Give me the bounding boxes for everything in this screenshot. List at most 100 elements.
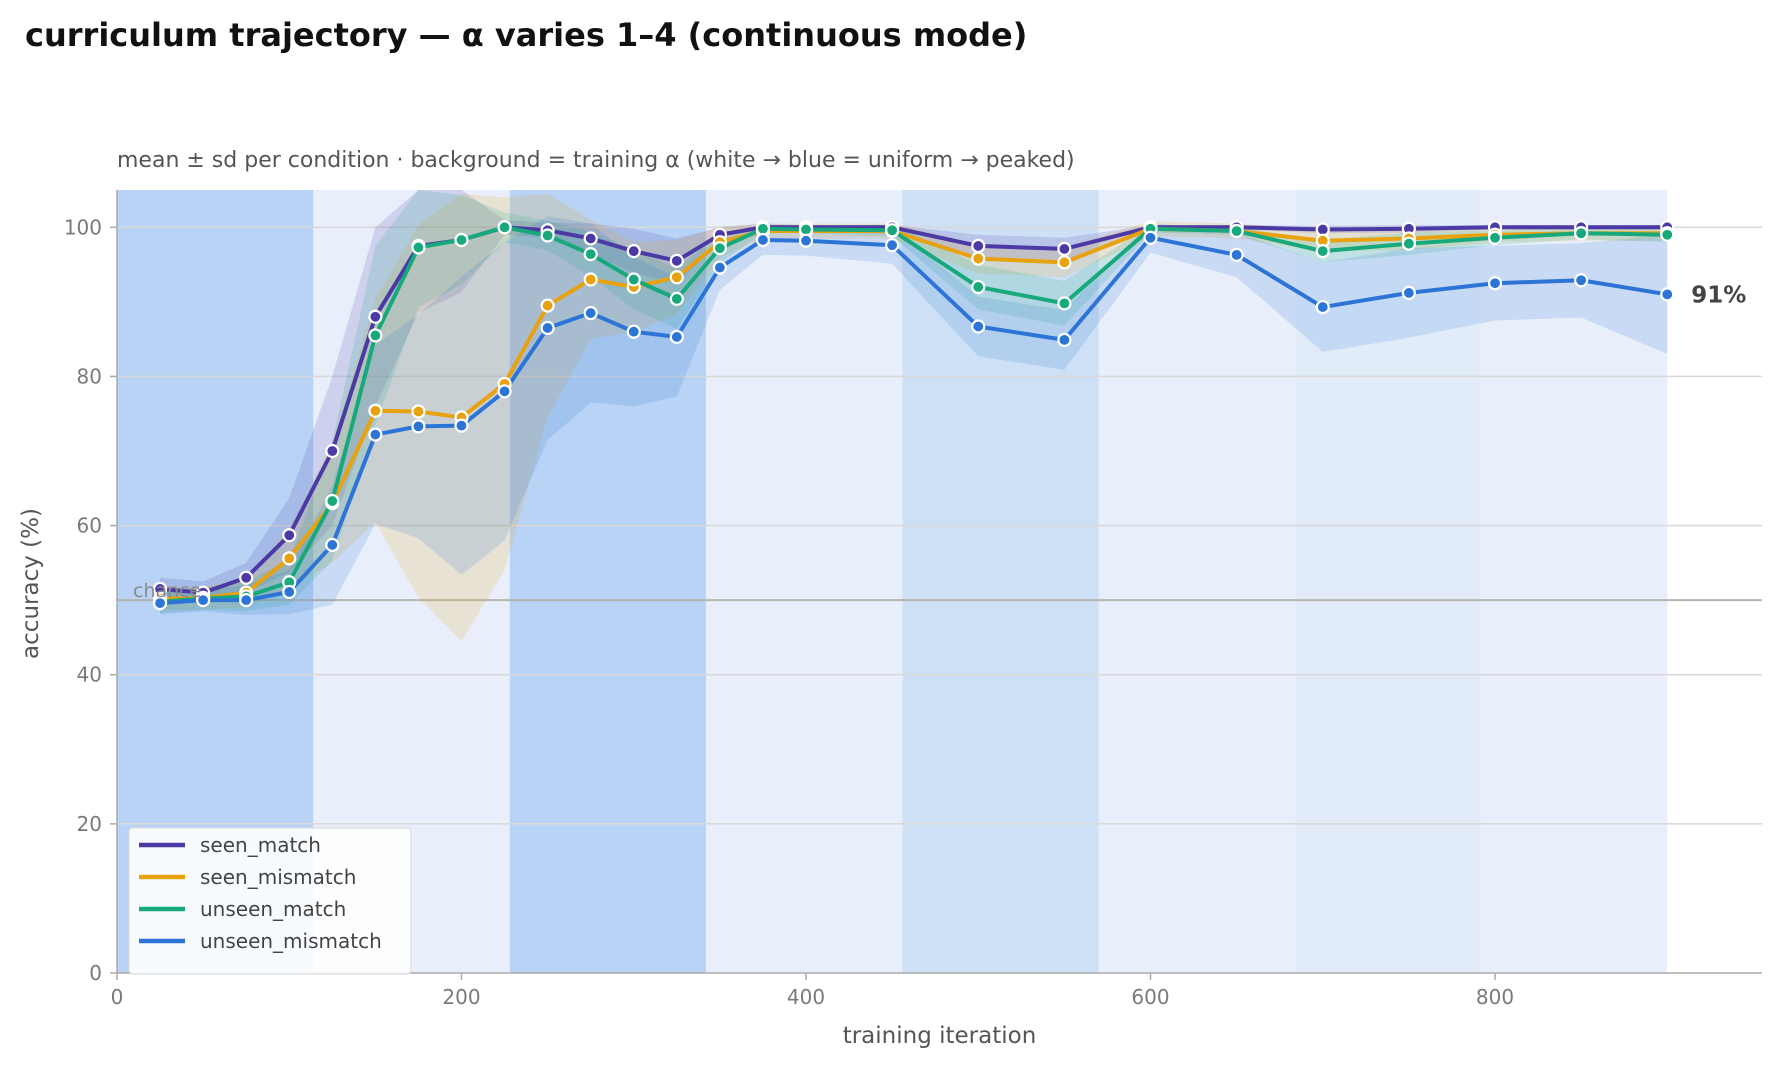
point-unseen-mismatch-500 <box>971 319 986 334</box>
point-unseen-mismatch-550 <box>1057 332 1072 347</box>
point-unseen-match-850 <box>1574 226 1589 241</box>
x-tick-label-800: 800 <box>1476 985 1514 1009</box>
x-tick-label-0: 0 <box>111 985 124 1009</box>
x-axis-label: training iteration <box>843 1023 1037 1049</box>
sd-band-unseen-mismatch <box>160 216 1668 616</box>
y-ticks: 0 20 40 60 80 100 <box>64 215 117 985</box>
series-lines <box>159 225 1668 606</box>
point-unseen-mismatch-800 <box>1487 276 1503 291</box>
point-unseen-match-550 <box>1057 296 1072 311</box>
chart-subtitle: mean ± sd per condition · background = t… <box>117 148 1075 173</box>
point-seen-mismatch-150 <box>368 403 383 418</box>
point-unseen-mismatch-325 <box>669 329 684 345</box>
point-unseen-mismatch-400 <box>798 233 814 248</box>
point-unseen-mismatch-900 <box>1660 287 1675 302</box>
series-line-unseen-mismatch <box>159 235 1668 606</box>
legend-box <box>128 827 412 975</box>
series-line-seen-match <box>159 225 1668 595</box>
legend-label-seen-mismatch: seen_mismatch <box>200 865 356 889</box>
background-band-4 <box>902 190 1099 973</box>
point-seen-mismatch-100 <box>282 551 297 566</box>
background-band-3 <box>706 190 903 973</box>
point-unseen-mismatch-375 <box>755 232 771 248</box>
point-unseen-match-750 <box>1401 236 1416 251</box>
point-seen-match-125 <box>325 443 340 459</box>
point-seen-mismatch-275 <box>583 272 598 287</box>
point-unseen-mismatch-350 <box>712 260 727 275</box>
point-unseen-mismatch-75 <box>239 593 254 608</box>
series-points <box>152 220 1675 611</box>
y-tick-label-80: 80 <box>77 364 102 388</box>
x-tick-label-200: 200 <box>442 985 480 1009</box>
point-seen-match-75 <box>239 570 254 585</box>
point-unseen-match-200 <box>454 232 469 248</box>
point-seen-match-500 <box>971 238 986 254</box>
end-value-label: 91% <box>1691 282 1746 308</box>
background-band-7 <box>1481 190 1668 973</box>
x-tick-label-600: 600 <box>1131 985 1169 1009</box>
point-unseen-mismatch-225 <box>497 384 512 399</box>
legend-label-unseen-mismatch: unseen_mismatch <box>200 929 382 953</box>
point-unseen-match-650 <box>1229 223 1244 239</box>
point-unseen-mismatch-700 <box>1315 299 1330 315</box>
background-bands <box>117 190 1668 973</box>
point-unseen-mismatch-300 <box>626 324 641 339</box>
point-unseen-match-275 <box>583 247 598 262</box>
y-axis-label: accuracy (%) <box>18 508 44 659</box>
y-tick-label-60: 60 <box>77 514 102 538</box>
point-seen-mismatch-550 <box>1057 255 1072 270</box>
point-unseen-mismatch-250 <box>540 320 555 336</box>
point-seen-mismatch-250 <box>540 298 555 313</box>
point-unseen-match-350 <box>712 241 727 256</box>
series-line-seen-mismatch <box>160 226 1668 601</box>
point-unseen-match-900 <box>1660 227 1675 242</box>
point-unseen-mismatch-450 <box>885 238 900 253</box>
point-unseen-mismatch-125 <box>325 537 340 553</box>
point-seen-match-300 <box>626 244 641 259</box>
point-seen-mismatch-500 <box>971 251 986 266</box>
y-tick-label-100: 100 <box>64 215 102 239</box>
point-unseen-mismatch-600 <box>1143 230 1158 245</box>
point-seen-mismatch-175 <box>411 404 426 419</box>
point-seen-mismatch-325 <box>669 270 684 285</box>
point-unseen-match-450 <box>885 223 900 238</box>
point-unseen-mismatch-650 <box>1229 247 1244 262</box>
y-tick-label-20: 20 <box>77 812 102 836</box>
point-unseen-mismatch-200 <box>454 418 469 433</box>
point-unseen-match-325 <box>669 291 684 306</box>
point-unseen-mismatch-100 <box>282 584 297 600</box>
chance-label: chance <box>133 580 201 602</box>
point-unseen-match-800 <box>1487 230 1503 245</box>
y-tick-label-40: 40 <box>77 663 102 687</box>
point-unseen-match-175 <box>411 240 426 255</box>
point-unseen-match-300 <box>626 272 641 287</box>
x-tick-label-400: 400 <box>787 985 825 1009</box>
point-seen-match-100 <box>282 528 297 543</box>
background-band-5 <box>1098 190 1296 973</box>
point-unseen-mismatch-175 <box>411 419 426 434</box>
sd-band-seen-mismatch <box>160 193 1668 642</box>
x-ticks: 0 200 400 600 800 <box>111 973 1514 1009</box>
legend: seen_match seen_mismatch unseen_matchunsee… <box>128 827 412 975</box>
point-unseen-mismatch-25 <box>152 596 168 611</box>
background-band-6 <box>1295 190 1482 973</box>
legend-label-seen-match: seen_match <box>200 833 321 857</box>
point-unseen-mismatch-850 <box>1574 273 1589 288</box>
point-seen-match-550 <box>1057 241 1072 257</box>
point-unseen-mismatch-750 <box>1401 285 1416 301</box>
point-seen-match-325 <box>669 253 684 268</box>
point-seen-match-150 <box>368 309 383 324</box>
point-unseen-mismatch-275 <box>583 305 598 321</box>
series-line-unseen-match <box>159 225 1668 604</box>
point-seen-match-275 <box>583 231 598 246</box>
point-unseen-mismatch-50 <box>196 593 211 608</box>
point-unseen-match-250 <box>540 228 555 243</box>
point-unseen-match-225 <box>497 220 512 235</box>
point-unseen-match-500 <box>971 279 986 295</box>
point-unseen-mismatch-150 <box>368 427 383 442</box>
point-unseen-match-150 <box>368 328 383 343</box>
y-tick-label-0: 0 <box>89 961 102 985</box>
point-unseen-match-125 <box>325 493 340 509</box>
chart-title: curriculum trajectory — α varies 1–4 (co… <box>25 16 1027 54</box>
